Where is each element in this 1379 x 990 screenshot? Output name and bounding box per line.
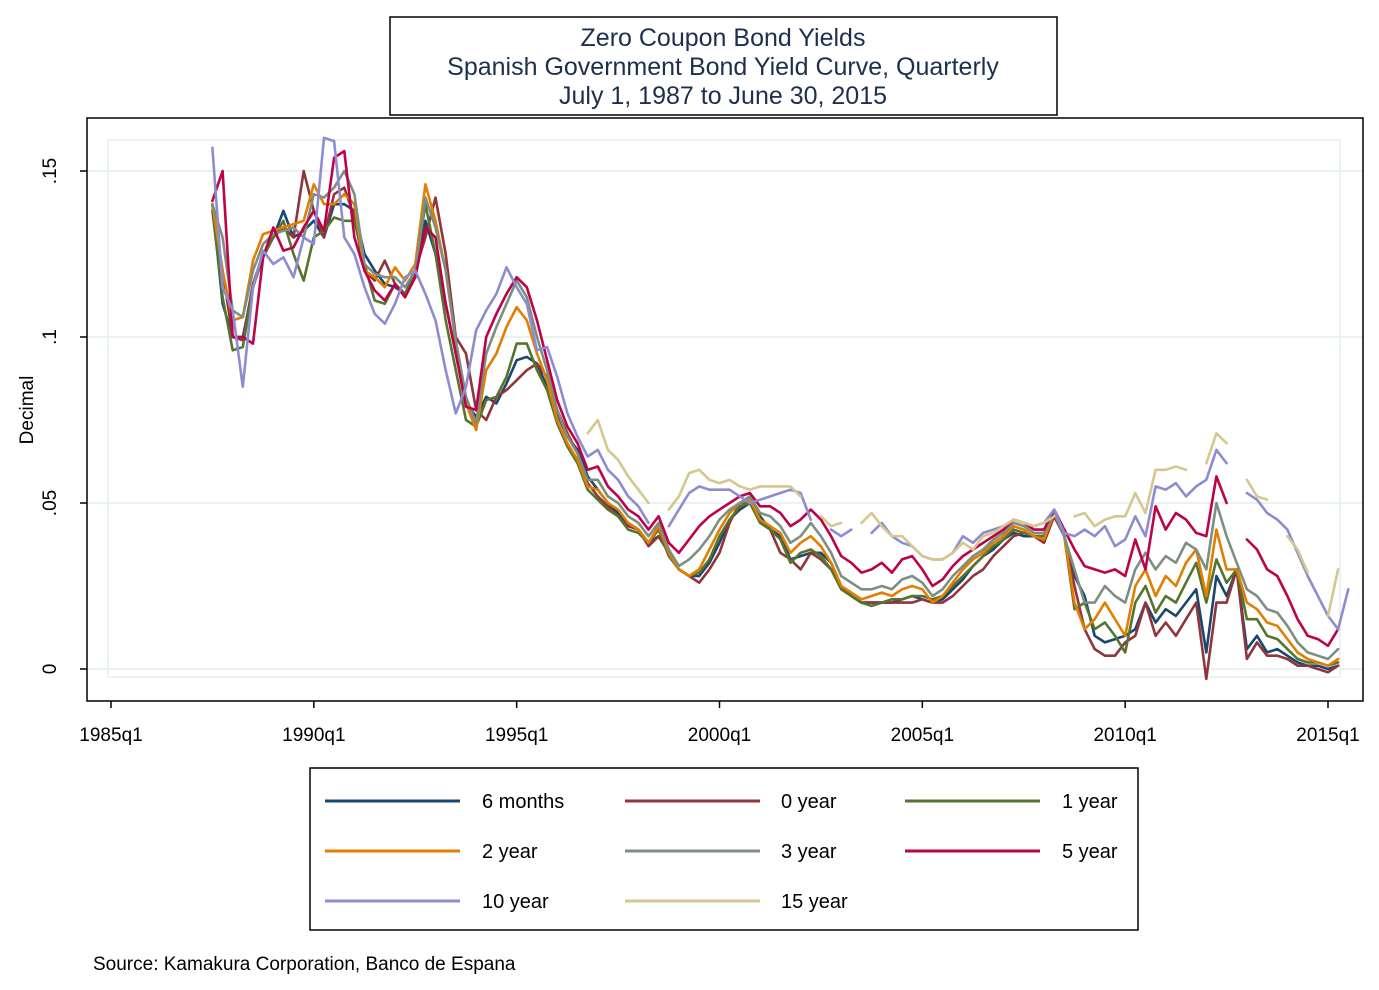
chart-title: Zero Coupon Bond Yields xyxy=(581,24,866,52)
legend-item-15-year: 15 year xyxy=(625,891,848,913)
plot-frame xyxy=(86,117,1364,702)
legend-item-5-year: 5 year xyxy=(905,841,1118,863)
legend-item-0-year: 0 year xyxy=(625,791,837,813)
legend-item-3-year: 3 year xyxy=(625,841,837,863)
x-tick-label: 1990q1 xyxy=(282,725,345,746)
legend-item-6-months: 6 months xyxy=(325,791,564,813)
title-box: Zero Coupon Bond Yields Spanish Governme… xyxy=(389,16,1058,116)
x-axis: 1985q1 1990q1 1995q1 2000q1 2005q1 2010q1 2015… xyxy=(79,701,1360,746)
y-tick-label: .05 xyxy=(40,490,61,516)
series-line-2-year xyxy=(211,183,1340,667)
y-tick-label: .1 xyxy=(40,329,61,345)
x-tick-label: 2000q1 xyxy=(688,725,751,746)
y-tick-label: 0 xyxy=(40,664,61,675)
legend-item-10-year: 10 year xyxy=(325,891,549,913)
series-line-10-year xyxy=(211,136,1350,631)
chart-date-range: July 1, 1987 to June 30, 2015 xyxy=(559,82,887,110)
legend-item-2-year: 2 year xyxy=(325,841,538,863)
legend-label: 0 year xyxy=(781,791,837,813)
legend-label: 2 year xyxy=(482,841,538,863)
series-line-15-year xyxy=(586,418,1340,618)
legend-label: 6 months xyxy=(482,791,564,813)
legend-label: 10 year xyxy=(482,891,549,913)
legend-item-1-year: 1 year xyxy=(905,791,1118,813)
grid-lines xyxy=(88,170,1362,670)
series-layer xyxy=(211,136,1350,681)
plot-inner-frame xyxy=(107,139,1341,678)
y-tick-label: .15 xyxy=(40,158,61,184)
legend-label: 1 year xyxy=(1062,791,1118,813)
legend-label: 3 year xyxy=(781,841,837,863)
x-tick-label: 2005q1 xyxy=(891,725,954,746)
x-tick-label: 2010q1 xyxy=(1093,725,1156,746)
y-axis-label: Decimal xyxy=(17,376,38,445)
source-note: Source: Kamakura Corporation, Banco de E… xyxy=(93,954,516,975)
legend: 6 months 0 year 1 year 2 year 3 year 5 year 10… xyxy=(309,767,1139,931)
y-axis: 0 .05 .1 .15 xyxy=(40,158,87,675)
x-tick-label: 1985q1 xyxy=(79,725,142,746)
series-line-3-year xyxy=(211,169,1340,661)
x-tick-label: 2015q1 xyxy=(1296,725,1359,746)
chart-subtitle: Spanish Government Bond Yield Curve, Qua… xyxy=(447,53,999,81)
legend-label: 15 year xyxy=(781,891,848,913)
legend-label: 5 year xyxy=(1062,841,1118,863)
x-tick-label: 1995q1 xyxy=(485,725,548,746)
